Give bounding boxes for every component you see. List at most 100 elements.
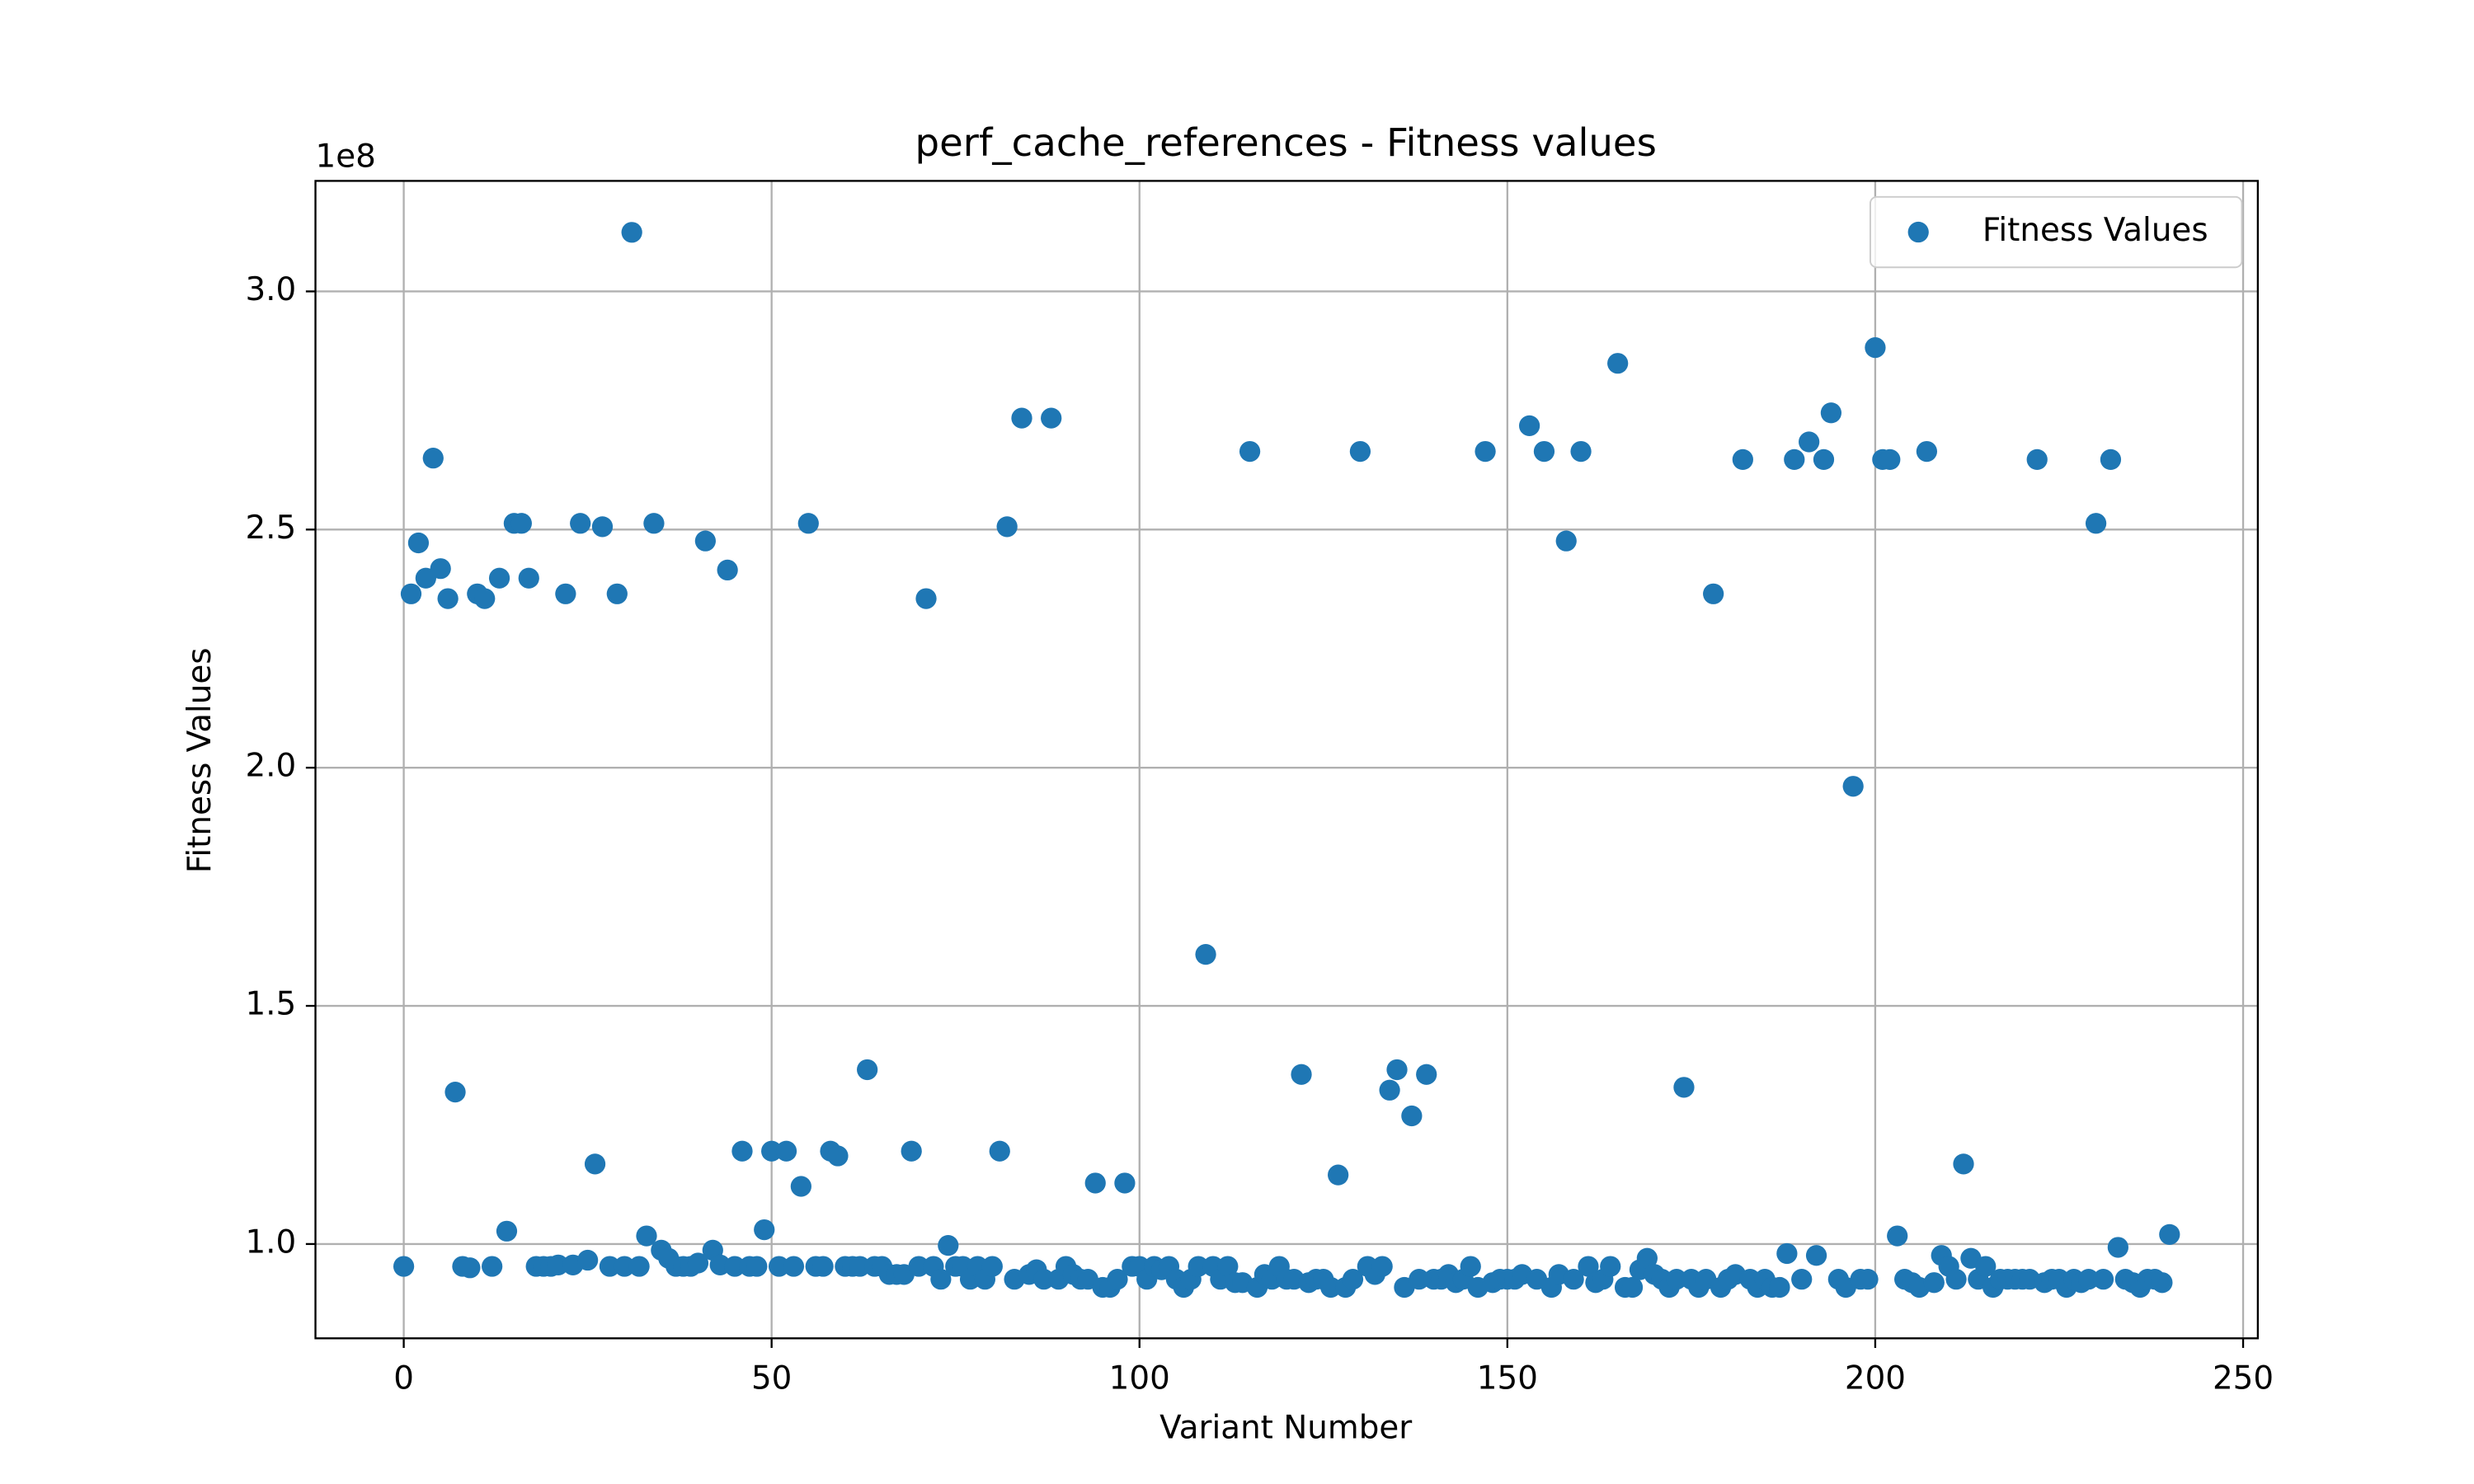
point: [1769, 1276, 1790, 1298]
point: [555, 583, 576, 604]
point: [1475, 440, 1496, 463]
point: [1578, 1256, 1599, 1277]
point: [643, 513, 665, 534]
point: [768, 1256, 790, 1277]
legend-box: [1869, 195, 2243, 269]
x-axis-label: Variant Number: [1159, 1409, 1412, 1446]
point: [2107, 1237, 2128, 1258]
point: [1784, 448, 1805, 471]
point: [915, 588, 937, 609]
point: [1842, 776, 1864, 797]
x-tick-label: 250: [2213, 1360, 2274, 1397]
point: [496, 1220, 518, 1242]
point: [1349, 440, 1371, 463]
point: [849, 1256, 871, 1277]
point: [1107, 1269, 1128, 1290]
point: [1460, 1256, 1481, 1277]
point: [1621, 1276, 1644, 1298]
point: [1805, 1245, 1827, 1266]
point: [1673, 1077, 1695, 1098]
point: [1217, 1256, 1239, 1277]
point: [724, 1256, 745, 1277]
point: [437, 588, 459, 609]
point: [422, 448, 444, 469]
point: [731, 1140, 753, 1162]
point: [577, 1249, 599, 1271]
point: [1328, 1164, 1349, 1186]
point: [1416, 1064, 1437, 1085]
point: [591, 516, 614, 538]
point: [1320, 1276, 1342, 1298]
point: [482, 1256, 503, 1277]
point: [621, 222, 642, 243]
point: [1799, 431, 1820, 453]
point: [1239, 440, 1261, 463]
point: [1776, 1242, 1798, 1265]
point: [2078, 1269, 2100, 1290]
point: [687, 1252, 709, 1274]
point: [2152, 1272, 2173, 1294]
point: [1887, 1225, 1908, 1247]
point: [415, 567, 436, 589]
point: [1636, 1247, 1658, 1269]
point: [628, 1256, 650, 1277]
point: [1865, 337, 1886, 359]
point: [1857, 1269, 1879, 1290]
point: [2026, 448, 2048, 471]
point: [518, 567, 539, 589]
point: [430, 558, 451, 580]
point: [996, 516, 1018, 538]
point: [1945, 1269, 1967, 1290]
point: [1916, 440, 1938, 463]
point: [775, 1140, 797, 1162]
y-axis-label: Fitness Values: [181, 647, 219, 873]
point: [606, 583, 628, 604]
point: [636, 1225, 657, 1247]
legend: Fitness Values: [1869, 195, 2243, 269]
point: [1923, 1272, 1945, 1294]
point: [1371, 1256, 1393, 1277]
point: [812, 1256, 834, 1277]
point: [459, 1257, 481, 1279]
point: [2159, 1223, 2180, 1245]
point: [444, 1081, 466, 1103]
y-tick-label: 2.5: [245, 510, 296, 547]
x-tick-label: 200: [1845, 1360, 1906, 1397]
point: [2092, 1269, 2114, 1290]
point: [827, 1145, 849, 1167]
point: [599, 1256, 621, 1277]
point: [1820, 402, 1842, 424]
point: [1791, 1269, 1813, 1290]
point: [981, 1256, 1003, 1277]
point: [1114, 1172, 1136, 1194]
point: [1666, 1269, 1687, 1290]
point: [1011, 407, 1032, 429]
y-tick-label: 2.0: [245, 748, 296, 785]
point: [1570, 440, 1592, 463]
x-tick-label: 50: [751, 1360, 792, 1397]
point: [857, 1059, 878, 1081]
chart-title: perf_cache_references - Fitness values: [915, 120, 1657, 165]
point: [1555, 530, 1577, 552]
y-tick-label: 1.5: [245, 986, 296, 1023]
point: [614, 1256, 635, 1277]
point: [1732, 448, 1753, 471]
point: [1607, 353, 1629, 374]
point: [1953, 1153, 1974, 1175]
y-offset-label: 1e8: [316, 139, 376, 176]
point: [908, 1256, 929, 1277]
x-tick-label: 0: [393, 1360, 414, 1397]
point: [717, 559, 738, 581]
point: [1409, 1269, 1430, 1290]
point: [989, 1140, 1010, 1162]
point: [938, 1235, 959, 1256]
point: [1563, 1269, 1584, 1290]
point: [1879, 448, 1901, 471]
point: [2100, 448, 2122, 471]
point: [1195, 944, 1216, 965]
point: [2085, 513, 2107, 534]
point: [901, 1140, 922, 1162]
point: [1379, 1079, 1400, 1101]
point: [1342, 1269, 1364, 1290]
